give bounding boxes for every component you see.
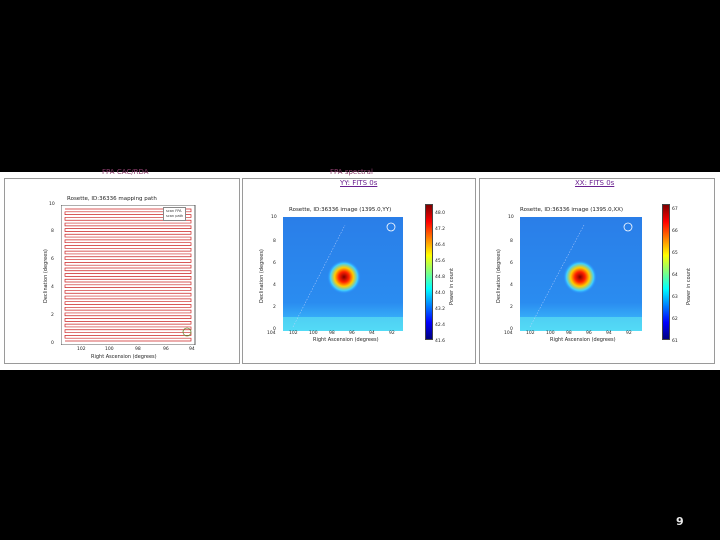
yy-fits-link[interactable]: YY: FITS 0s — [340, 179, 378, 187]
y-tick: 4 — [273, 283, 276, 288]
x-tick: 96 — [586, 331, 592, 336]
colorbar-tick: 45.6 — [435, 259, 446, 264]
yy-heatmap — [283, 217, 403, 331]
y-tick: 2 — [51, 313, 54, 318]
colorbar-tick: 62 — [672, 317, 678, 322]
x-tick: 94 — [606, 331, 612, 336]
colorbar-tick: 41.6 — [435, 339, 446, 344]
colorbar-tick: 42.4 — [435, 323, 446, 328]
x-tick: 92 — [626, 331, 632, 336]
x-tick: 100 — [309, 331, 318, 336]
tab-label[interactable]: FPA spectral — [330, 168, 373, 176]
colorbar-tick: 61 — [672, 339, 678, 344]
x-tick: 98 — [566, 331, 572, 336]
tab-label[interactable]: FPA CAC/RDA — [102, 168, 149, 176]
mapping-path-plot — [61, 205, 196, 345]
y-tick: 10 — [508, 215, 514, 220]
x-tick: 102 — [77, 347, 86, 352]
colorbar-tick: 66 — [672, 229, 678, 234]
x-tick: 98 — [329, 331, 335, 336]
y-tick: 8 — [510, 239, 513, 244]
y-axis-label: Declination (degrees) — [43, 249, 49, 303]
x-tick: 98 — [135, 347, 141, 352]
page-number: 9 — [676, 515, 684, 528]
yy-image-panel: Rosette, ID:36336 image (1395.0,YY) 104 … — [242, 178, 476, 364]
colorbar — [662, 204, 670, 340]
colorbar-tick: 44.8 — [435, 275, 446, 280]
x-tick: 104 — [267, 331, 276, 336]
x-tick: 96 — [349, 331, 355, 336]
colorbar-tick: 67 — [672, 207, 678, 212]
y-tick: 0 — [510, 327, 513, 332]
x-tick: 94 — [189, 347, 195, 352]
x-axis-label: Right Ascension (degrees) — [91, 354, 157, 360]
colorbar-tick: 65 — [672, 251, 678, 256]
colorbar-tick: 48.0 — [435, 211, 446, 216]
y-tick: 4 — [51, 285, 54, 290]
legend-entry: scan path — [166, 214, 184, 218]
x-axis-label: Right Ascension (degrees) — [550, 337, 616, 343]
xx-image-panel: Rosette, ID:36336 image (1395.0,XX) 104 … — [479, 178, 715, 364]
x-tick: 102 — [526, 331, 535, 336]
plot-legend: scan FPA scan path — [163, 207, 187, 221]
y-tick: 6 — [510, 261, 513, 266]
y-tick: 2 — [510, 305, 513, 310]
y-axis-label: Declination (degrees) — [259, 249, 265, 303]
colorbar-tick: 63 — [672, 295, 678, 300]
plot-title: Rosette, ID:36336 image (1395.0,XX) — [520, 207, 624, 213]
plot-title: Rosette, ID:36336 image (1395.0,YY) — [289, 207, 392, 213]
x-tick: 96 — [163, 347, 169, 352]
xx-heatmap — [520, 217, 642, 331]
x-tick: 104 — [504, 331, 513, 336]
colorbar-tick: 46.4 — [435, 243, 446, 248]
mapping-path-panel: Rosette, ID:36336 mapping path scan FPA … — [4, 178, 240, 364]
x-tick: 102 — [289, 331, 298, 336]
colorbar-tick: 44.0 — [435, 291, 446, 296]
y-tick: 8 — [51, 229, 54, 234]
y-tick: 0 — [273, 327, 276, 332]
y-tick: 0 — [51, 341, 54, 346]
colorbar-label: Power in count — [686, 268, 692, 305]
x-tick: 100 — [546, 331, 555, 336]
colorbar-tick: 64 — [672, 273, 678, 278]
xx-fits-link[interactable]: XX: FITS 0s — [575, 179, 615, 187]
y-tick: 10 — [49, 202, 55, 207]
plot-title: Rosette, ID:36336 mapping path — [67, 196, 157, 202]
x-tick: 100 — [105, 347, 114, 352]
y-tick: 10 — [271, 215, 277, 220]
colorbar-label: Power in count — [449, 268, 455, 305]
x-tick: 92 — [389, 331, 395, 336]
scan-path-line — [64, 208, 192, 342]
y-tick: 6 — [51, 257, 54, 262]
colorbar — [425, 204, 433, 340]
y-tick: 4 — [510, 283, 513, 288]
y-tick: 2 — [273, 305, 276, 310]
colorbar-tick: 47.2 — [435, 227, 446, 232]
y-tick: 8 — [273, 239, 276, 244]
y-axis-label: Declination (degrees) — [496, 249, 502, 303]
y-tick: 6 — [273, 261, 276, 266]
x-tick: 94 — [369, 331, 375, 336]
x-axis-label: Right Ascension (degrees) — [313, 337, 379, 343]
colorbar-tick: 43.2 — [435, 307, 446, 312]
legend-entry: scan FPA — [166, 209, 182, 213]
